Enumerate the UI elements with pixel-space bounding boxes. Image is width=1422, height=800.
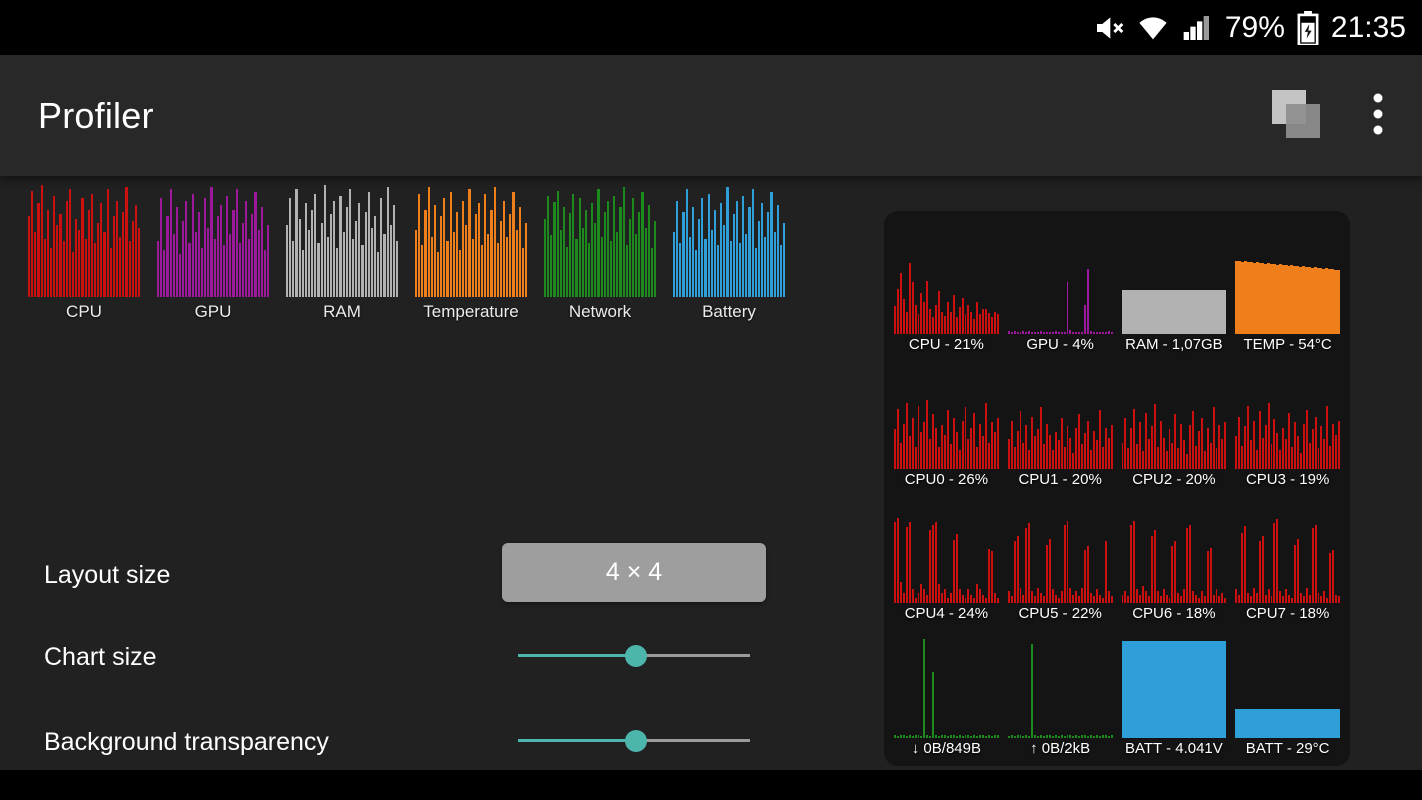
widget-cell: BATT - 29°C [1235, 625, 1340, 760]
widget-cell-label: TEMP - 54°C [1243, 335, 1332, 353]
chart-bars [1121, 634, 1227, 738]
widget-cell-label: BATT - 29°C [1245, 740, 1330, 757]
widget-cell-label: CPU7 - 18% [1245, 605, 1330, 623]
chart-type-label: Battery [702, 302, 756, 321]
chart-type-gpu[interactable]: GPU [157, 185, 270, 322]
widget-cell-label: RAM - 1,07GB [1125, 335, 1223, 353]
overflow-menu-button[interactable] [1372, 91, 1384, 140]
layout-size-button[interactable]: 4 × 4 [502, 543, 766, 602]
chart-bars [894, 634, 999, 738]
widget-cell-label: CPU - 21% [908, 335, 984, 353]
volume-mute-icon [1093, 12, 1125, 44]
widget-cell: CPU1 - 20% [1007, 356, 1113, 491]
chart-bars [1235, 634, 1340, 738]
chart-type-cpu[interactable]: CPU [28, 185, 141, 322]
chart-block [1121, 641, 1227, 738]
chart-block [1235, 708, 1340, 738]
chart-bars [894, 499, 999, 604]
status-bar: 79% 21:35 [0, 0, 1422, 55]
chart-type-network[interactable]: Network [544, 185, 657, 322]
widget-preview: CPU - 21% GPU - 4% RAM - 1,07GB TEMP - 54°C… [884, 211, 1350, 766]
chart-bars [894, 230, 999, 334]
widget-cell: ↓ 0B/849B [894, 625, 999, 760]
widget-cell-label: CPU0 - 26% [904, 470, 989, 488]
widget-cell: CPU3 - 19% [1235, 356, 1340, 491]
chart-bars [544, 185, 657, 297]
widget-cell: RAM - 1,07GB [1121, 221, 1227, 356]
chart-bars [286, 185, 399, 297]
chart-type-battery[interactable]: Battery [673, 185, 786, 322]
main-content: CPU GPU RAM Temperature Network Battery Layou… [0, 176, 1422, 770]
chart-bars [1121, 365, 1227, 469]
chart-bars [1121, 499, 1227, 604]
chart-bars [1007, 634, 1113, 738]
chart-type-label: CPU [66, 302, 102, 321]
widget-cell-label: CPU2 - 20% [1132, 470, 1216, 488]
cell-signal-icon [1181, 12, 1213, 44]
overlay-window-icon [1268, 90, 1324, 145]
chart-size-slider[interactable] [518, 644, 750, 668]
widget-cell: CPU7 - 18% [1235, 491, 1340, 626]
slider-track-active [518, 654, 637, 657]
overflow-menu-icon [1372, 93, 1384, 140]
widget-cell: BATT - 4.041V [1121, 625, 1227, 760]
chart-type-label: Network [568, 302, 632, 321]
slider-track-active [518, 739, 637, 742]
battery-percent: 79% [1224, 10, 1285, 44]
chart-bars [1235, 499, 1340, 604]
chart-type-temperature[interactable]: Temperature [415, 185, 528, 322]
widget-cell: CPU4 - 24% [894, 491, 999, 626]
widget-cell: CPU0 - 26% [894, 356, 999, 491]
widget-cell-label: ↑ 0B/2kB [1030, 740, 1091, 757]
chart-type-selector: CPU GPU RAM Temperature Network Battery [28, 185, 786, 322]
widget-cell: ↑ 0B/2kB [1007, 625, 1113, 760]
widget-cell: TEMP - 54°C [1235, 221, 1340, 356]
widget-cell-label: GPU - 4% [1026, 335, 1094, 353]
navigation-bar [0, 770, 1422, 800]
widget-cell-label: CPU4 - 24% [904, 605, 989, 623]
page-title: Profiler [38, 94, 154, 136]
chart-bars [28, 185, 141, 297]
chart-bars [1235, 230, 1340, 334]
chart-bars [157, 185, 270, 297]
chart-type-ram[interactable]: RAM [286, 185, 399, 322]
widget-cell: CPU6 - 18% [1121, 491, 1227, 626]
widget-cell-label: CPU1 - 20% [1018, 470, 1102, 488]
chart-type-label: Temperature [423, 302, 519, 321]
widget-cell: CPU2 - 20% [1121, 356, 1227, 491]
chart-bars [1235, 365, 1340, 469]
slider-thumb[interactable] [625, 730, 648, 752]
chart-bars [894, 365, 999, 469]
chart-bars [673, 185, 786, 297]
widget-cell-label: CPU5 - 22% [1018, 605, 1102, 623]
chart-type-label: GPU [194, 302, 232, 321]
wifi-icon [1137, 12, 1169, 44]
battery-charging-icon [1297, 10, 1319, 45]
chart-block [1121, 290, 1227, 334]
layout-size-label: Layout size [44, 561, 171, 589]
widget-cell: CPU5 - 22% [1007, 491, 1113, 626]
background-transparency-slider[interactable] [518, 729, 750, 753]
widget-cell: CPU - 21% [894, 221, 999, 356]
app-bar: Profiler [0, 55, 1422, 176]
chart-bars [1007, 499, 1113, 604]
overlay-window-button[interactable] [1268, 86, 1324, 145]
widget-cell-label: CPU3 - 19% [1245, 470, 1330, 488]
background-transparency-label: Background transparency [44, 728, 329, 756]
clock: 21:35 [1330, 10, 1406, 44]
chart-type-label: RAM [323, 302, 361, 321]
slider-thumb[interactable] [625, 645, 648, 667]
chart-size-label: Chart size [44, 643, 157, 671]
chart-bars [415, 185, 528, 297]
widget-cell: GPU - 4% [1007, 221, 1113, 356]
widget-cell-label: BATT - 4.041V [1124, 740, 1223, 757]
widget-cell-label: CPU6 - 18% [1132, 605, 1216, 623]
chart-bars [1007, 365, 1113, 469]
widget-cell-label: ↓ 0B/849B [911, 740, 981, 757]
chart-bars [1121, 230, 1227, 334]
chart-bars [1007, 230, 1113, 334]
